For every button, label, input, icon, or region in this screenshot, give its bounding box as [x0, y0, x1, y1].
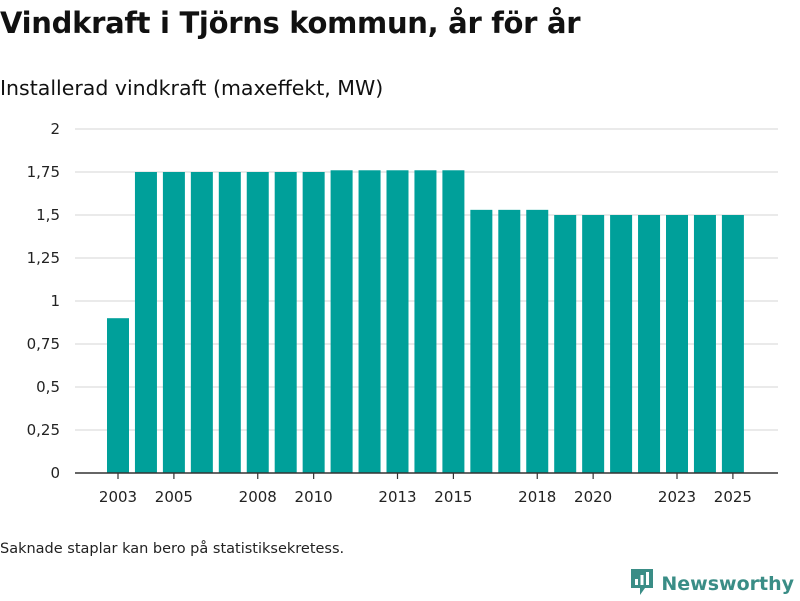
- bar-2016: [470, 209, 493, 473]
- x-axis: [75, 472, 778, 479]
- bar-2017: [498, 209, 521, 473]
- bar-2011: [330, 170, 353, 473]
- x-tick-label: 2008: [239, 488, 277, 506]
- bar-2018: [526, 209, 549, 473]
- x-tick-label: 2003: [99, 488, 137, 506]
- bar-2014: [414, 170, 437, 473]
- bar-2013: [386, 170, 409, 473]
- y-tick-label: 1: [50, 292, 60, 310]
- bar-2009: [274, 172, 297, 473]
- bar-2019: [554, 215, 577, 473]
- bar-2021: [610, 215, 633, 473]
- bar-2012: [358, 170, 381, 473]
- bar-2022: [638, 215, 661, 473]
- bar-2006: [190, 172, 213, 473]
- footnote: Saknade staplar kan bero på statistiksek…: [0, 541, 345, 557]
- bar-2004: [134, 172, 157, 473]
- x-tick-label: 2005: [155, 488, 193, 506]
- x-tick-label: 2025: [714, 488, 752, 506]
- y-tick-label: 0,25: [27, 421, 60, 439]
- bars: [107, 170, 744, 473]
- bar-2025: [721, 215, 744, 473]
- bar-2015: [442, 170, 465, 473]
- bar-2020: [582, 215, 605, 473]
- bar-2010: [302, 172, 325, 473]
- brand-name: Newsworthy: [661, 573, 794, 595]
- x-tick-label: 2020: [574, 488, 612, 506]
- chart-title: Vindkraft i Tjörns kommun, år för år: [0, 6, 581, 40]
- y-axis-tick-labels: 0 0,25 0,5 0,75 1 1,25 1,5 1,75 2: [27, 120, 60, 482]
- x-tick-label: 2010: [295, 488, 333, 506]
- bar-2024: [693, 215, 716, 473]
- y-tick-label: 0,5: [36, 378, 60, 396]
- x-tick-label: 2015: [434, 488, 472, 506]
- y-tick-label: 2: [50, 120, 60, 138]
- newsworthy-logo-icon: [629, 567, 655, 601]
- x-tick-label: 2013: [378, 488, 416, 506]
- x-tick-label: 2018: [518, 488, 556, 506]
- y-tick-label: 1,25: [27, 249, 60, 267]
- y-tick-label: 0: [50, 464, 60, 482]
- y-tick-label: 1,75: [27, 163, 60, 181]
- bar-2003: [107, 318, 129, 473]
- x-tick-label: 2023: [658, 488, 696, 506]
- bar-2008: [246, 172, 269, 473]
- y-tick-label: 0,75: [27, 335, 60, 353]
- y-tick-label: 1,5: [36, 206, 60, 224]
- x-axis-tick-labels: 2003 2005 2008 2010 2013 2015 2018 2020 2023 2025: [99, 488, 752, 506]
- brand-logo: Newsworthy: [629, 568, 794, 600]
- bar-2007: [218, 172, 241, 473]
- chart-subtitle: Installerad vindkraft (maxeffekt, MW): [0, 76, 384, 100]
- bar-2023: [666, 215, 688, 473]
- bar-2005: [162, 172, 185, 473]
